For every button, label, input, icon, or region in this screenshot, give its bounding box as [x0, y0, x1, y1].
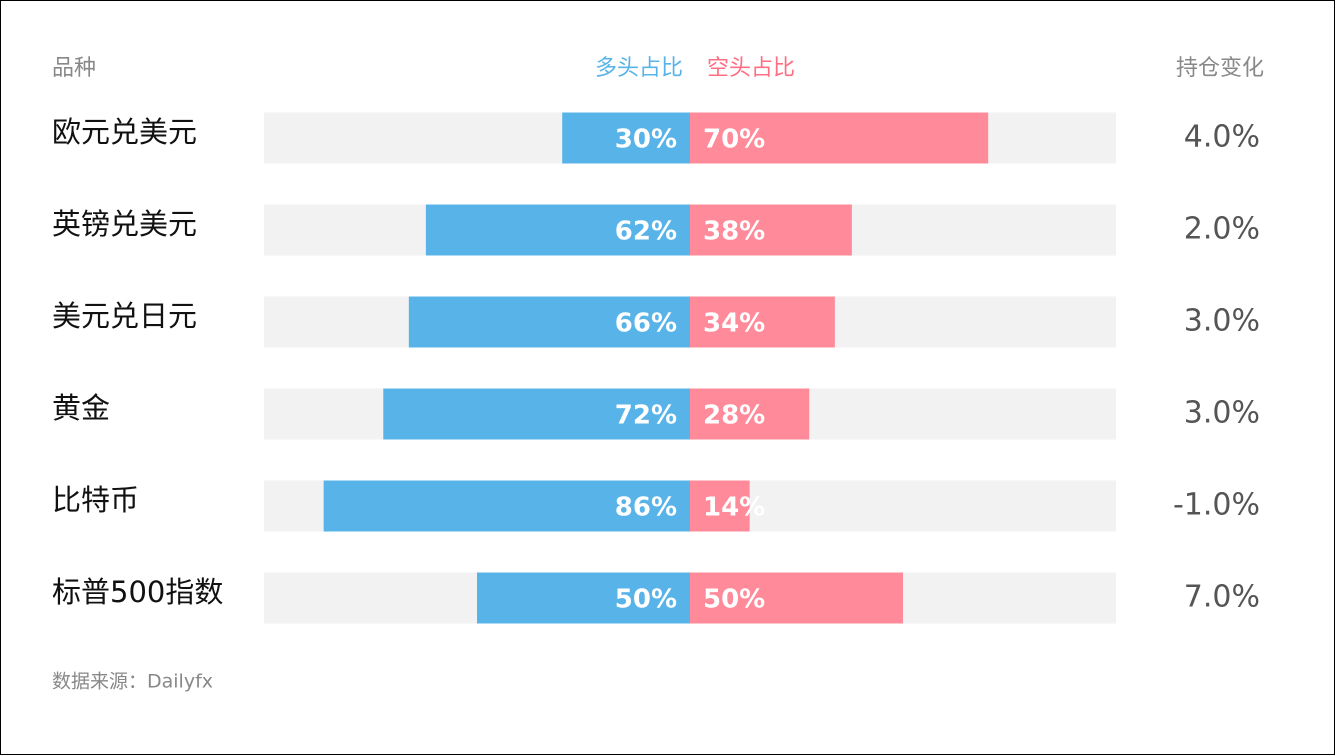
short-label: 38%	[703, 217, 765, 247]
source-note: 数据来源：Dailyfx	[52, 671, 213, 693]
short-label: 50%	[703, 585, 765, 615]
short-bar	[690, 296, 835, 348]
long-bar	[323, 480, 690, 532]
legend-entry: 多头占比	[595, 56, 683, 81]
category-header: 品种	[52, 56, 96, 81]
long-label: 30%	[615, 125, 677, 155]
long-label: 72%	[615, 401, 677, 431]
change-value: 2.0%	[1184, 212, 1260, 247]
legend-entry: 空头占比	[707, 56, 795, 81]
short-bar	[690, 112, 989, 164]
change-value: 4.0%	[1184, 120, 1260, 155]
short-label: 34%	[703, 309, 765, 339]
long-bar	[383, 388, 690, 440]
short-label: 28%	[703, 401, 765, 431]
change-value: 3.0%	[1184, 396, 1260, 431]
long-bar	[477, 572, 690, 624]
change-value: 3.0%	[1184, 304, 1260, 339]
short-label: 14%	[703, 493, 765, 523]
short-label: 70%	[703, 125, 765, 155]
long-bar	[425, 204, 690, 256]
long-bar	[408, 296, 690, 348]
long-label: 66%	[615, 309, 677, 339]
long-bar	[562, 112, 690, 164]
short-bar	[690, 572, 903, 624]
category-label: 比特币	[52, 483, 139, 517]
long-label: 50%	[615, 585, 677, 615]
short-bar	[690, 480, 750, 532]
change-value: -1.0%	[1173, 488, 1260, 523]
category-label: 欧元兑美元	[52, 115, 197, 149]
change-value: 7.0%	[1184, 580, 1260, 615]
long-label: 62%	[615, 217, 677, 247]
short-bar	[690, 204, 852, 256]
category-label: 黄金	[52, 391, 110, 425]
change-header: 持仓变化	[1176, 56, 1264, 81]
category-label: 英镑兑美元	[52, 207, 197, 241]
short-bar	[690, 388, 810, 440]
long-label: 86%	[615, 493, 677, 523]
category-label: 美元兑日元	[52, 299, 197, 333]
category-label: 标普500指数	[52, 575, 223, 609]
